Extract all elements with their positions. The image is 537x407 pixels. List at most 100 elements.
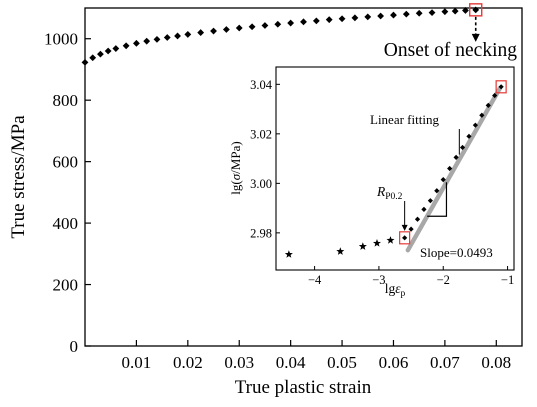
main-data-point xyxy=(462,7,469,14)
inset-y-tick-label: 3.02 xyxy=(250,127,272,141)
inset-y-tick-label: 3.04 xyxy=(250,78,273,92)
main-y-tick-label: 1000 xyxy=(44,30,78,49)
inset-data-point xyxy=(447,165,453,172)
main-data-point xyxy=(81,58,89,66)
main-data-point xyxy=(153,35,161,43)
inset-star-point xyxy=(358,242,367,250)
main-data-point xyxy=(112,45,120,52)
main-data-point xyxy=(248,23,256,31)
main-data-point xyxy=(338,15,346,23)
main-y-tick-label: 800 xyxy=(53,91,79,110)
inset-data-point xyxy=(466,133,472,139)
main-data-point xyxy=(235,24,243,32)
main-data-point xyxy=(210,27,217,35)
main-y-tick-label: 200 xyxy=(53,276,79,295)
inset-data-point xyxy=(498,84,504,90)
main-data-point xyxy=(143,37,151,45)
main-data-point xyxy=(184,31,192,38)
main-data-point xyxy=(274,20,282,28)
inset-data-point xyxy=(472,122,479,128)
inset-x-label-main: lg xyxy=(385,281,396,296)
main-data-point xyxy=(163,34,171,41)
main-data-point xyxy=(133,39,140,47)
inset-necking-highlight-box xyxy=(495,80,507,94)
inset-background xyxy=(228,62,520,293)
main-data-point xyxy=(222,26,230,33)
main-y-tick-label: 600 xyxy=(53,153,79,172)
main-data-point xyxy=(325,16,333,24)
main-x-tick-label: 0.06 xyxy=(379,353,409,372)
inset-x-label-sub: p xyxy=(401,289,406,299)
rp02-label: RP0.2 xyxy=(376,184,403,202)
inset-chart: −4 −3 −2 −12.983.003.023.04 Linear fitting … xyxy=(228,62,520,299)
main-y-axis-label: True stress/MPa xyxy=(8,115,29,239)
inset-x-tick-label: −3 xyxy=(372,273,385,287)
inset-star-point xyxy=(284,250,293,258)
main-y-tick-label: 0 xyxy=(70,337,79,356)
inset-y-tick-label: 2.98 xyxy=(250,226,272,240)
main-x-tick-label: 0.03 xyxy=(224,353,254,372)
linear-fitting-label: Linear fitting xyxy=(370,112,439,127)
main-x-tick-label: 0.01 xyxy=(122,353,152,372)
main-chart: 0.01 0.02 0.03 0.04 0.05 0.06 0.07 0.08 0 200 400 6… xyxy=(8,3,523,398)
main-data-point xyxy=(97,50,104,58)
main-data-point xyxy=(390,11,397,19)
main-data-point xyxy=(261,22,269,29)
necking-highlight-box xyxy=(469,3,483,17)
main-points xyxy=(81,6,480,66)
inset-plot-frame xyxy=(275,66,515,271)
inset-x-tick-label: −2 xyxy=(437,273,450,287)
main-x-tick-label: 0.02 xyxy=(173,353,203,372)
main-data-point xyxy=(451,7,459,15)
slope-label: Slope=0.0493 xyxy=(420,245,493,260)
inset-data-point xyxy=(492,92,498,99)
inset-data-point xyxy=(421,206,427,212)
main-data-point xyxy=(287,19,295,27)
necking-label: Onset of necking xyxy=(384,40,517,61)
inset-x-tick-label: −4 xyxy=(308,273,322,287)
inset-data-point xyxy=(427,198,433,204)
linear-fit-line xyxy=(405,86,503,253)
main-data-point xyxy=(428,9,436,17)
main-data-point xyxy=(122,42,130,50)
inset-star-point xyxy=(386,236,395,244)
inset-y-tick-label: 3.00 xyxy=(250,177,272,191)
inset-data-point xyxy=(414,216,421,222)
inset-data-point xyxy=(479,112,485,118)
inset-star-point xyxy=(372,239,381,247)
main-data-point xyxy=(89,54,97,62)
rp02-label-sub: P0.2 xyxy=(385,192,402,202)
inset-y-label-symbol: σ xyxy=(228,173,243,180)
inset-data-point xyxy=(402,235,408,241)
inset-data-point xyxy=(440,177,446,183)
main-x-tick-label: 0.05 xyxy=(327,353,357,372)
main-data-point xyxy=(441,8,449,16)
main-data-point xyxy=(312,17,320,25)
inset-star-point xyxy=(336,247,345,255)
inset-data-point xyxy=(459,144,466,151)
inset-y-axis-label: lg(σ/MPa) xyxy=(228,141,243,194)
main-data-point xyxy=(415,9,423,17)
main-data-point xyxy=(300,18,307,26)
main-plot-frame xyxy=(84,7,523,347)
inset-data-point xyxy=(434,188,440,194)
main-x-tick-label: 0.04 xyxy=(276,353,306,372)
inset-data-point xyxy=(408,226,414,232)
main-data-point xyxy=(377,12,385,20)
inset-x-tick-label: −1 xyxy=(501,273,514,287)
inset-data-point xyxy=(485,102,491,108)
main-data-point xyxy=(402,10,410,18)
main-data-point xyxy=(104,47,112,55)
rp02-arrow-head xyxy=(401,224,408,231)
rp02-highlight-box xyxy=(399,231,411,245)
main-data-point xyxy=(472,6,480,14)
main-data-point xyxy=(174,32,181,40)
necking-arrow-head xyxy=(471,33,480,42)
main-data-point xyxy=(364,13,372,21)
inset-y-label-end: /MPa) xyxy=(228,141,243,174)
inset-x-label-symbol: ε xyxy=(395,281,401,296)
main-x-tick-label: 0.08 xyxy=(481,353,511,372)
inset-y-label-main: lg( xyxy=(228,180,243,194)
main-x-tick-label: 0.07 xyxy=(430,353,460,372)
